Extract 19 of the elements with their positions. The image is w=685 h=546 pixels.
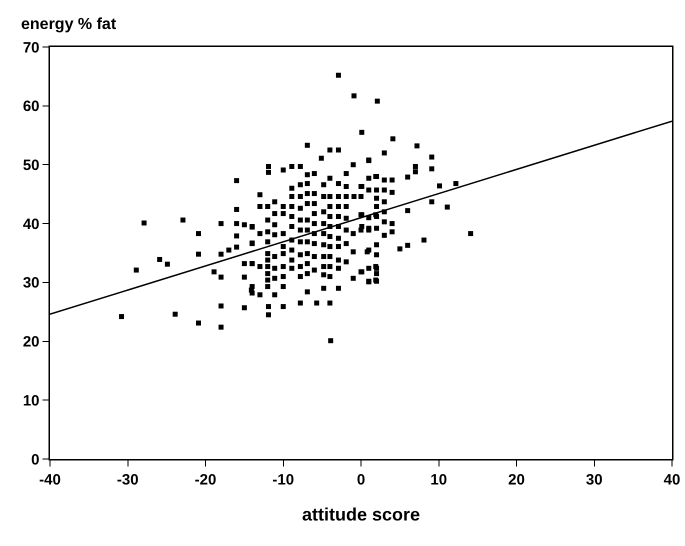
y-tick-label: 60 (22, 98, 40, 116)
y-tick-label: 10 (22, 392, 40, 410)
y-tick-label: 0 (31, 451, 40, 468)
x-axis-title: attitude score (302, 504, 420, 524)
x-tick-label: 40 (664, 472, 680, 488)
x-tick-label: -40 (39, 472, 61, 488)
x-tick-label: -10 (272, 472, 294, 488)
y-tick-label: 70 (22, 39, 40, 56)
y-tick-label: 40 (22, 216, 40, 233)
x-tick-label: -20 (194, 472, 216, 488)
y-axis-title: energy % fat (21, 16, 117, 33)
x-tick-label: 0 (356, 472, 366, 488)
y-tick-label: 50 (22, 156, 40, 174)
x-tick-label: 20 (508, 472, 525, 488)
x-tick-label: -30 (116, 472, 139, 488)
x-tick-label: 30 (586, 472, 603, 488)
y-tick-label: 20 (22, 334, 40, 351)
x-tick-label: 10 (430, 472, 448, 488)
y-tick-label: 30 (22, 274, 40, 292)
